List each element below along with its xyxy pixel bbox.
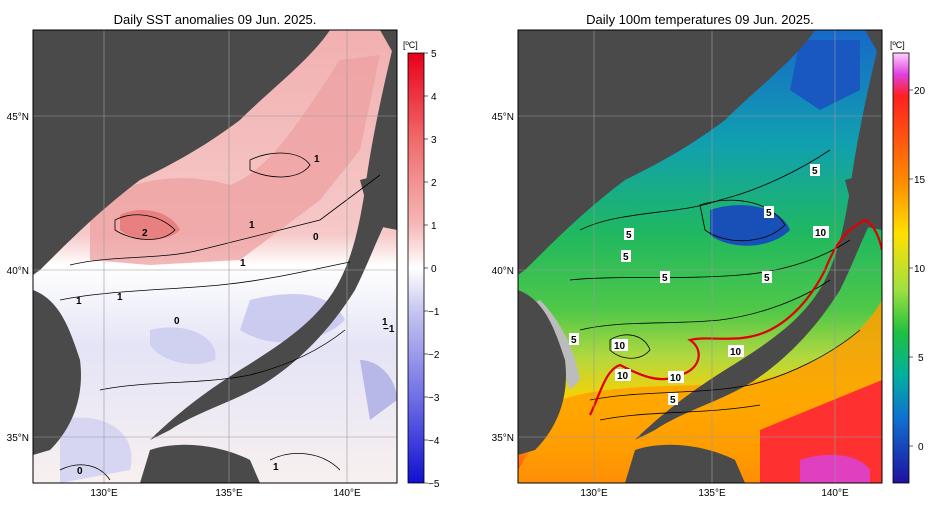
contour-label: 5 — [812, 166, 818, 177]
contour-label: 1 — [249, 220, 255, 231]
contour-label: 1 — [117, 292, 123, 303]
contour-label: 1 — [382, 317, 388, 328]
contour-label: 10 — [614, 341, 626, 352]
lon-axis: 130°E 135°E 140°E — [580, 488, 849, 499]
colorbar-unit: [ºC] — [403, 40, 418, 50]
lat-tick: 35°N — [492, 433, 514, 444]
colorbar-tick: −4 — [428, 436, 440, 447]
lon-tick: 140°E — [821, 488, 849, 499]
lat-tick: 40°N — [492, 266, 514, 277]
lat-tick: 40°N — [7, 266, 29, 277]
contour-label: 0 — [313, 232, 319, 243]
contour-label: 0 — [174, 316, 180, 327]
land-korea — [33, 290, 81, 455]
colorbar-tick: 15 — [914, 175, 926, 186]
land-mainland — [518, 30, 815, 275]
contour-label: 1 — [314, 154, 320, 165]
colorbar-tick: 5 — [918, 353, 924, 364]
panel-title: Daily 100m temperatures 09 Jun. 2025. — [586, 12, 814, 27]
contour-label: 5 — [571, 335, 577, 346]
contour-label: 5 — [766, 208, 772, 219]
map-frame — [32, 29, 398, 484]
colorbar-tick: 1 — [431, 221, 437, 232]
colorbar-unit: [ºC] — [890, 40, 905, 50]
lat-tick: 45°N — [7, 112, 29, 123]
contour-labels: 1 2 1 0 1 1 1 0 1 −1 0 1 — [76, 154, 395, 477]
contour-label: 10 — [815, 228, 827, 239]
lon-tick: 130°E — [580, 488, 608, 499]
lat-tick: 45°N — [492, 112, 514, 123]
colorbar-tick: 4 — [431, 92, 437, 103]
land-japan — [150, 30, 397, 440]
lon-tick: 135°E — [698, 488, 726, 499]
land-japan — [635, 30, 882, 440]
colorbar-tick: 10 — [914, 264, 926, 275]
contour-label: 2 — [142, 228, 148, 239]
land-korea — [518, 290, 566, 455]
lon-tick: 140°E — [333, 488, 361, 499]
colorbar-tick: −1 — [428, 307, 440, 318]
contour-label: 5 — [623, 252, 629, 263]
colorbar-temperature: [ºC] 20 15 10 5 0 — [890, 40, 926, 484]
contour-label: 0 — [77, 466, 83, 477]
colorbar-tick: 0 — [918, 442, 924, 453]
contour-label: 5 — [662, 273, 668, 284]
colorbar-anomaly: [ºC] 5 4 3 2 1 0 −1 −2 −3 −4 −5 — [403, 40, 440, 490]
colorbar-tick: 3 — [431, 135, 437, 146]
contour-label: 10 — [617, 371, 629, 382]
lon-axis: 130°E 135°E 140°E — [90, 488, 361, 499]
contour-labels: 5 5 5 5 5 5 10 5 10 10 10 10 5 — [569, 164, 829, 406]
colorbar-tick: −3 — [428, 393, 440, 404]
lon-tick: 135°E — [215, 488, 243, 499]
colorbar-tick: −2 — [428, 350, 440, 361]
map-frame — [517, 29, 883, 484]
lon-tick: 130°E — [90, 488, 118, 499]
colorbar-tick: 20 — [914, 86, 926, 97]
sst-anomaly-panel: Daily SST anomalies 09 Jun. 2025. — [7, 12, 440, 499]
contour-label: 1 — [76, 296, 82, 307]
contour-label: 5 — [764, 273, 770, 284]
panel-title: Daily SST anomalies 09 Jun. 2025. — [114, 12, 317, 27]
colorbar-tick: −5 — [428, 479, 440, 490]
front-line — [589, 218, 882, 416]
contour-label: 10 — [670, 373, 682, 384]
lat-tick: 35°N — [7, 433, 29, 444]
contour-label: 1 — [273, 462, 279, 473]
contour-label: 1 — [240, 258, 246, 269]
temp-100m-panel: Daily 100m temperatures 09 Jun. 2025. — [492, 12, 926, 499]
colorbar-tick: 0 — [431, 264, 437, 275]
colorbar-tick: 5 — [431, 49, 437, 60]
contour-label: 10 — [730, 347, 742, 358]
contour-label: 5 — [670, 395, 676, 406]
colorbar-tick: 2 — [431, 178, 437, 189]
lat-axis: 45°N 40°N 35°N — [492, 112, 514, 444]
contour-label: −1 — [383, 324, 395, 335]
contour-label: 5 — [626, 230, 632, 241]
lat-axis: 45°N 40°N 35°N — [7, 112, 29, 444]
land-mainland — [33, 30, 330, 275]
